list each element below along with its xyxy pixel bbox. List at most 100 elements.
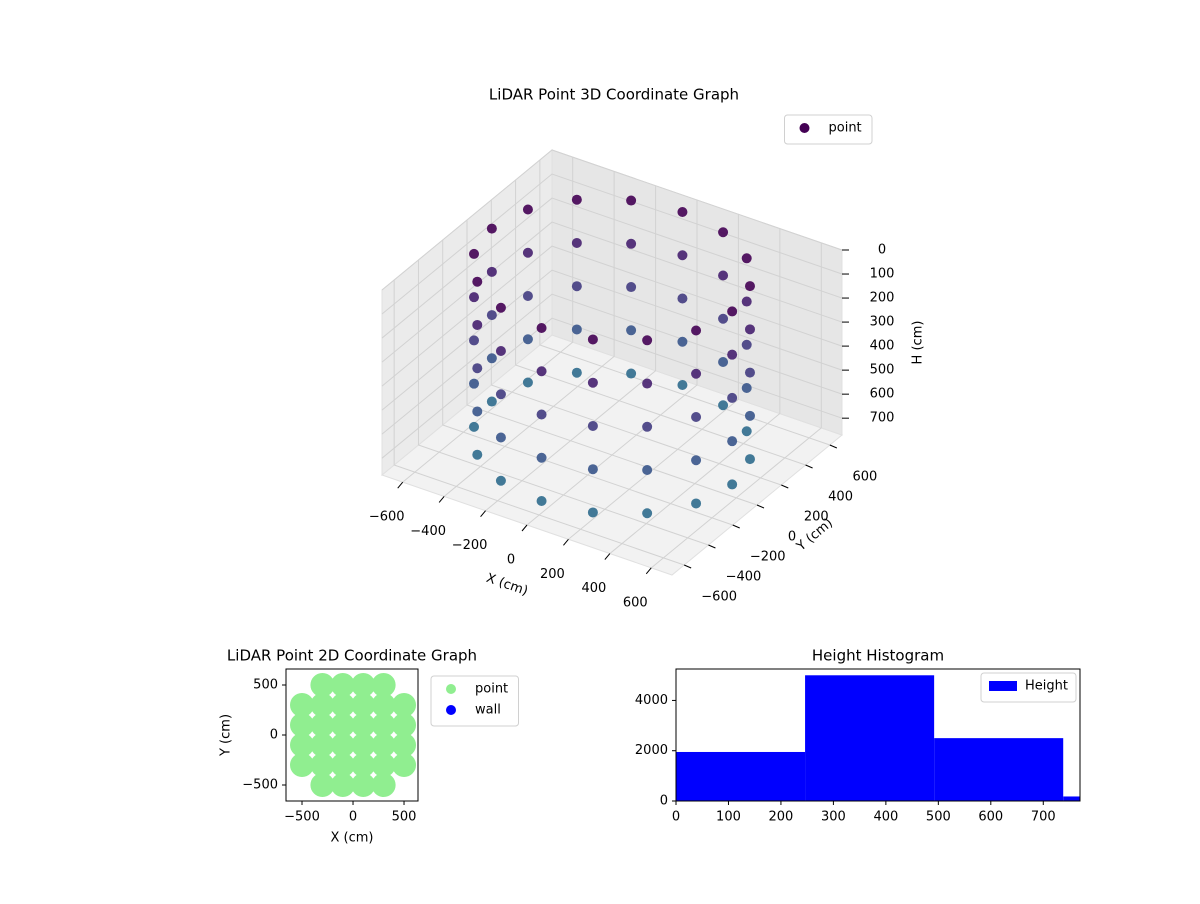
grid-line [515, 180, 806, 466]
y-tick-label: 600 [852, 470, 877, 485]
point [371, 673, 396, 697]
x-tick-label: 200 [540, 567, 565, 582]
point [587, 377, 598, 388]
point [691, 411, 702, 422]
x-tick-label: 700 [1031, 810, 1056, 825]
point [486, 310, 497, 321]
point [571, 194, 582, 205]
z-tick-label: 200 [870, 291, 895, 306]
x-tick-label: 400 [581, 581, 606, 596]
point [310, 713, 335, 737]
tick-mark [708, 544, 716, 549]
y-tick-label: 0 [660, 794, 668, 809]
point [495, 475, 506, 486]
y-tick-label: 400 [828, 490, 853, 505]
point [677, 379, 688, 390]
x-tick-label: −400 [410, 524, 446, 539]
point [522, 377, 533, 388]
point [469, 292, 480, 303]
grid-line [568, 214, 739, 540]
y-tick-label: 2000 [635, 743, 668, 758]
tick-mark [683, 564, 692, 569]
grid-line [393, 280, 685, 566]
x-tick-label: 600 [623, 595, 648, 610]
grid-line [381, 197, 843, 339]
y-tick-label: −400 [726, 570, 762, 585]
x-tick-label: 200 [769, 810, 794, 825]
point [290, 733, 315, 757]
legend-marker [446, 705, 456, 715]
z-tick-label: 500 [870, 363, 895, 378]
point [522, 204, 533, 215]
point [469, 248, 480, 259]
bar [1063, 796, 1080, 801]
bar [676, 751, 806, 801]
point [744, 454, 755, 465]
point [718, 270, 729, 281]
point [310, 693, 335, 717]
point [486, 353, 497, 364]
z-axis-label: H (cm) [911, 321, 926, 365]
point [469, 378, 480, 389]
point [472, 276, 483, 287]
point [744, 324, 755, 335]
z-tick-label: 300 [870, 315, 895, 330]
tick-mark [397, 481, 404, 489]
legend-label: Height [1025, 679, 1068, 694]
x-tick-label: 0 [349, 810, 357, 825]
point [642, 335, 653, 346]
y-tick-label: 0 [270, 728, 278, 743]
z-tick-label: 400 [870, 339, 895, 354]
point [587, 420, 598, 431]
point [626, 325, 637, 336]
point [330, 773, 355, 797]
point [741, 383, 752, 394]
point [741, 426, 752, 437]
tick-mark [480, 510, 486, 518]
grid-line [443, 171, 615, 497]
x-tick-label: 0 [672, 810, 680, 825]
point [727, 392, 738, 403]
tick-mark [756, 504, 765, 509]
tick-mark [645, 567, 652, 575]
grid-line [485, 185, 657, 512]
point [351, 673, 376, 697]
bar [934, 738, 1064, 801]
plot-area [676, 675, 1080, 801]
point [587, 464, 598, 475]
legend-marker [446, 684, 456, 694]
point [486, 266, 497, 277]
point [571, 324, 582, 335]
point [392, 693, 417, 717]
point [330, 753, 355, 777]
grid-line [490, 200, 782, 486]
grid-line [609, 228, 781, 554]
point [392, 733, 417, 757]
z-tick-label: 700 [870, 411, 895, 426]
point [677, 250, 688, 261]
x-tick-label: 300 [821, 810, 846, 825]
z-tick-label: 0 [878, 243, 886, 258]
point [744, 281, 755, 292]
point [642, 465, 653, 476]
point [741, 339, 752, 350]
point [371, 713, 396, 737]
x-tick-label: 600 [978, 810, 1003, 825]
point [626, 282, 637, 293]
point [351, 773, 376, 797]
chart-title: LiDAR Point 2D Coordinate Graph [227, 647, 477, 665]
point [371, 733, 396, 757]
point [330, 693, 355, 717]
x-tick-label: 100 [716, 810, 741, 825]
point [744, 367, 755, 378]
tick-mark [829, 444, 838, 449]
point [472, 406, 483, 417]
point [310, 773, 335, 797]
point [677, 207, 688, 217]
x-axis-label: X (cm) [331, 831, 374, 846]
point [571, 237, 582, 248]
point [741, 296, 752, 307]
point [626, 368, 637, 379]
grid-line [381, 221, 843, 363]
point [718, 400, 729, 411]
